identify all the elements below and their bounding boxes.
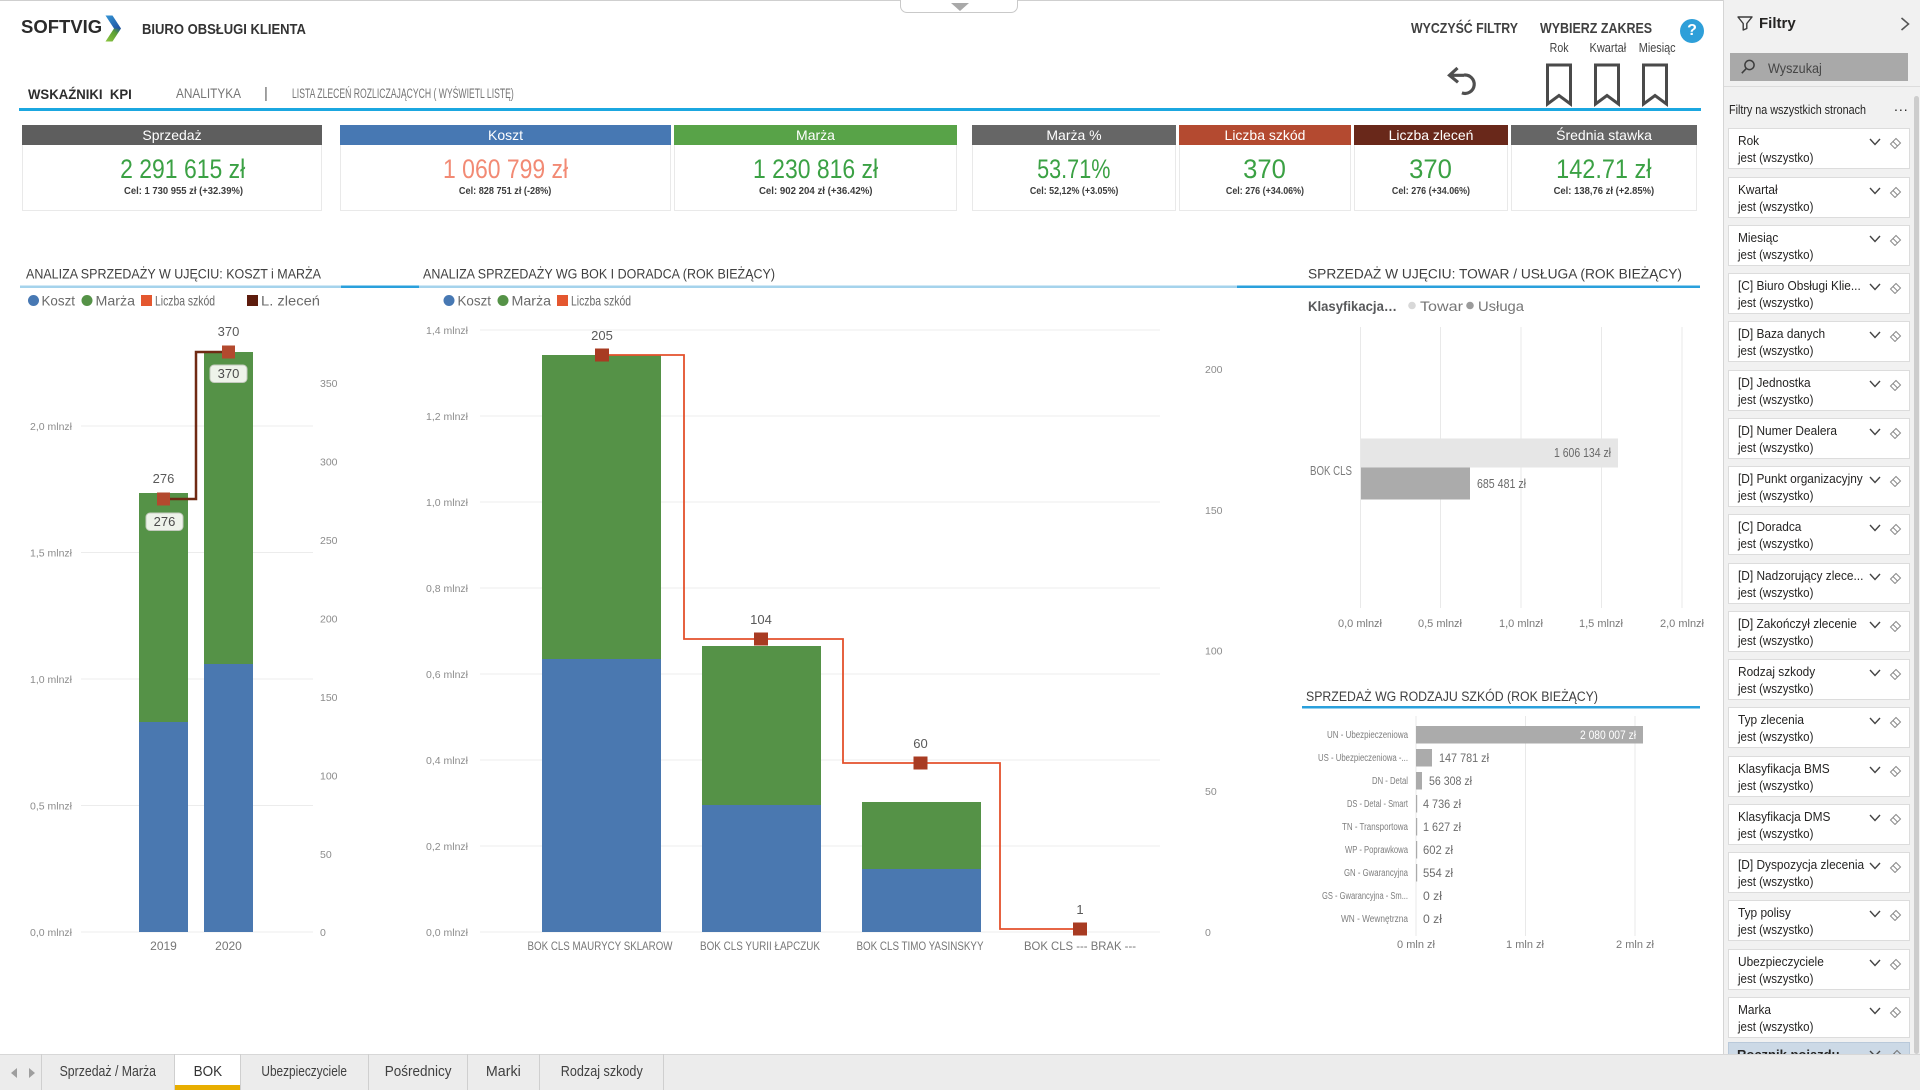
svg-text:DN - Detal: DN - Detal (1372, 776, 1408, 787)
svg-text:Towar: Towar (1420, 298, 1463, 314)
svg-text:147 781 zł: 147 781 zł (1439, 753, 1489, 765)
svg-text:370: 370 (218, 366, 240, 381)
svg-text:0,0 mlnzł: 0,0 mlnzł (1338, 618, 1383, 630)
svg-text:2 mln zł: 2 mln zł (1616, 939, 1654, 951)
svg-text:0,0 mlnzł: 0,0 mlnzł (426, 927, 469, 939)
svg-text:2020: 2020 (215, 939, 242, 953)
svg-text:BOK CLS: BOK CLS (1310, 464, 1352, 478)
svg-text:1 mln zł: 1 mln zł (1506, 939, 1544, 951)
svg-text:1,5 mlnzł: 1,5 mlnzł (30, 548, 73, 560)
svg-text:TN - Transportowa: TN - Transportowa (1342, 822, 1408, 833)
svg-text:Liczba szkód: Liczba szkód (571, 293, 631, 309)
svg-text:2 080 007 zł: 2 080 007 zł (1580, 728, 1636, 742)
svg-text:ANALIZA SPRZEDAŻY WG BOK I DOR: ANALIZA SPRZEDAŻY WG BOK I DORADCA (ROK … (423, 267, 775, 282)
svg-text:50: 50 (320, 849, 332, 861)
svg-text:1,0 mlnzł: 1,0 mlnzł (1499, 618, 1544, 630)
svg-text:ANALIZA SPRZEDAŻY W UJĘCIU: KO: ANALIZA SPRZEDAŻY W UJĘCIU: KOSZT i MARŻ… (26, 267, 321, 282)
svg-text:554 zł: 554 zł (1423, 868, 1453, 880)
svg-text:0,2 mlnzł: 0,2 mlnzł (426, 841, 469, 853)
svg-text:Liczba szkód: Liczba szkód (155, 293, 215, 309)
svg-text:100: 100 (320, 771, 338, 783)
svg-text:0: 0 (1205, 927, 1211, 939)
svg-text:0,4 mlnzł: 0,4 mlnzł (426, 755, 469, 767)
svg-text:104: 104 (750, 612, 772, 627)
svg-text:1,5 mlnzł: 1,5 mlnzł (1579, 618, 1624, 630)
svg-text:SPRZEDAŻ WG RODZAJU SZKÓD (ROK: SPRZEDAŻ WG RODZAJU SZKÓD (ROK BIEŻĄCY) (1306, 689, 1598, 704)
svg-text:0,6 mlnzł: 0,6 mlnzł (426, 669, 469, 681)
svg-text:UN - Ubezpieczeniowa: UN - Ubezpieczeniowa (1327, 730, 1408, 741)
svg-text:Koszt: Koszt (458, 293, 492, 309)
svg-text:602 zł: 602 zł (1423, 845, 1453, 857)
svg-text:200: 200 (320, 614, 338, 626)
svg-text:1: 1 (1076, 902, 1083, 917)
svg-text:GS - Gwarancyjna - Sm...: GS - Gwarancyjna - Sm... (1322, 891, 1408, 902)
svg-text:0: 0 (320, 927, 326, 939)
svg-text:2,0 mlnzł: 2,0 mlnzł (1660, 618, 1705, 630)
svg-text:WP - Poprawkowa: WP - Poprawkowa (1345, 845, 1408, 856)
svg-text:BOK CLS MAURYCY SKLAROW: BOK CLS MAURYCY SKLAROW (528, 941, 673, 953)
svg-text:WN - Wewnętrzna: WN - Wewnętrzna (1341, 914, 1408, 925)
svg-text:DS - Detal - Smart: DS - Detal - Smart (1347, 799, 1408, 810)
svg-text:L. zleceń: L. zleceń (261, 293, 320, 309)
svg-text:0,5 mlnzł: 0,5 mlnzł (1418, 618, 1463, 630)
svg-text:300: 300 (320, 457, 338, 469)
svg-text:1 606 134 zł: 1 606 134 zł (1554, 446, 1611, 460)
svg-text:276: 276 (154, 514, 176, 529)
svg-text:205: 205 (591, 328, 613, 343)
svg-text:0 mln zł: 0 mln zł (1397, 939, 1435, 951)
svg-text:60: 60 (913, 736, 927, 751)
svg-text:1,0 mlnzł: 1,0 mlnzł (30, 674, 73, 686)
svg-text:0 zł: 0 zł (1423, 891, 1442, 903)
svg-text:0 zł: 0 zł (1423, 914, 1442, 926)
svg-text:250: 250 (320, 535, 338, 547)
svg-text:56 308 zł: 56 308 zł (1429, 776, 1472, 788)
svg-text:BOK CLS YURII ŁAPCZUK: BOK CLS YURII ŁAPCZUK (700, 941, 820, 953)
svg-text:Klasyfikacja…: Klasyfikacja… (1308, 298, 1397, 314)
svg-text:276: 276 (153, 471, 175, 486)
svg-text:4 736 zł: 4 736 zł (1423, 799, 1461, 811)
svg-text:100: 100 (1205, 646, 1223, 658)
svg-text:Koszt: Koszt (42, 293, 76, 309)
svg-text:0,8 mlnzł: 0,8 mlnzł (426, 583, 469, 595)
svg-text:0,0 mlnzł: 0,0 mlnzł (30, 927, 73, 939)
svg-text:BOK CLS --- BRAK ---: BOK CLS --- BRAK --- (1024, 941, 1136, 953)
svg-text:1,0 mlnzł: 1,0 mlnzł (426, 497, 469, 509)
svg-text:Usługa: Usługa (1478, 298, 1524, 314)
svg-text:1,2 mlnzł: 1,2 mlnzł (426, 411, 469, 423)
svg-text:1 627 zł: 1 627 zł (1423, 822, 1461, 834)
svg-text:0,5 mlnzł: 0,5 mlnzł (30, 801, 73, 813)
svg-text:150: 150 (1205, 505, 1223, 517)
svg-text:370: 370 (218, 324, 240, 339)
svg-text:Marża: Marża (512, 293, 552, 309)
svg-text:2019: 2019 (150, 939, 177, 953)
svg-text:1,4 mlnzł: 1,4 mlnzł (426, 325, 469, 337)
svg-text:2,0 mlnzł: 2,0 mlnzł (30, 421, 73, 433)
svg-text:50: 50 (1205, 786, 1217, 798)
svg-text:150: 150 (320, 692, 338, 704)
svg-text:350: 350 (320, 378, 338, 390)
svg-text:Marża: Marża (96, 293, 136, 309)
svg-text:685 481 zł: 685 481 zł (1477, 477, 1526, 491)
svg-text:US - Ubezpieczeniowa -...: US - Ubezpieczeniowa -... (1318, 753, 1408, 764)
svg-text:BOK CLS TIMO YASINSKYY: BOK CLS TIMO YASINSKYY (857, 941, 984, 953)
svg-text:200: 200 (1205, 364, 1223, 376)
svg-text:GN - Gwarancyjna: GN - Gwarancyjna (1344, 868, 1408, 879)
svg-text:SPRZEDAŻ W UJĘCIU: TOWAR / USŁ: SPRZEDAŻ W UJĘCIU: TOWAR / USŁUGA (ROK B… (1308, 267, 1682, 282)
